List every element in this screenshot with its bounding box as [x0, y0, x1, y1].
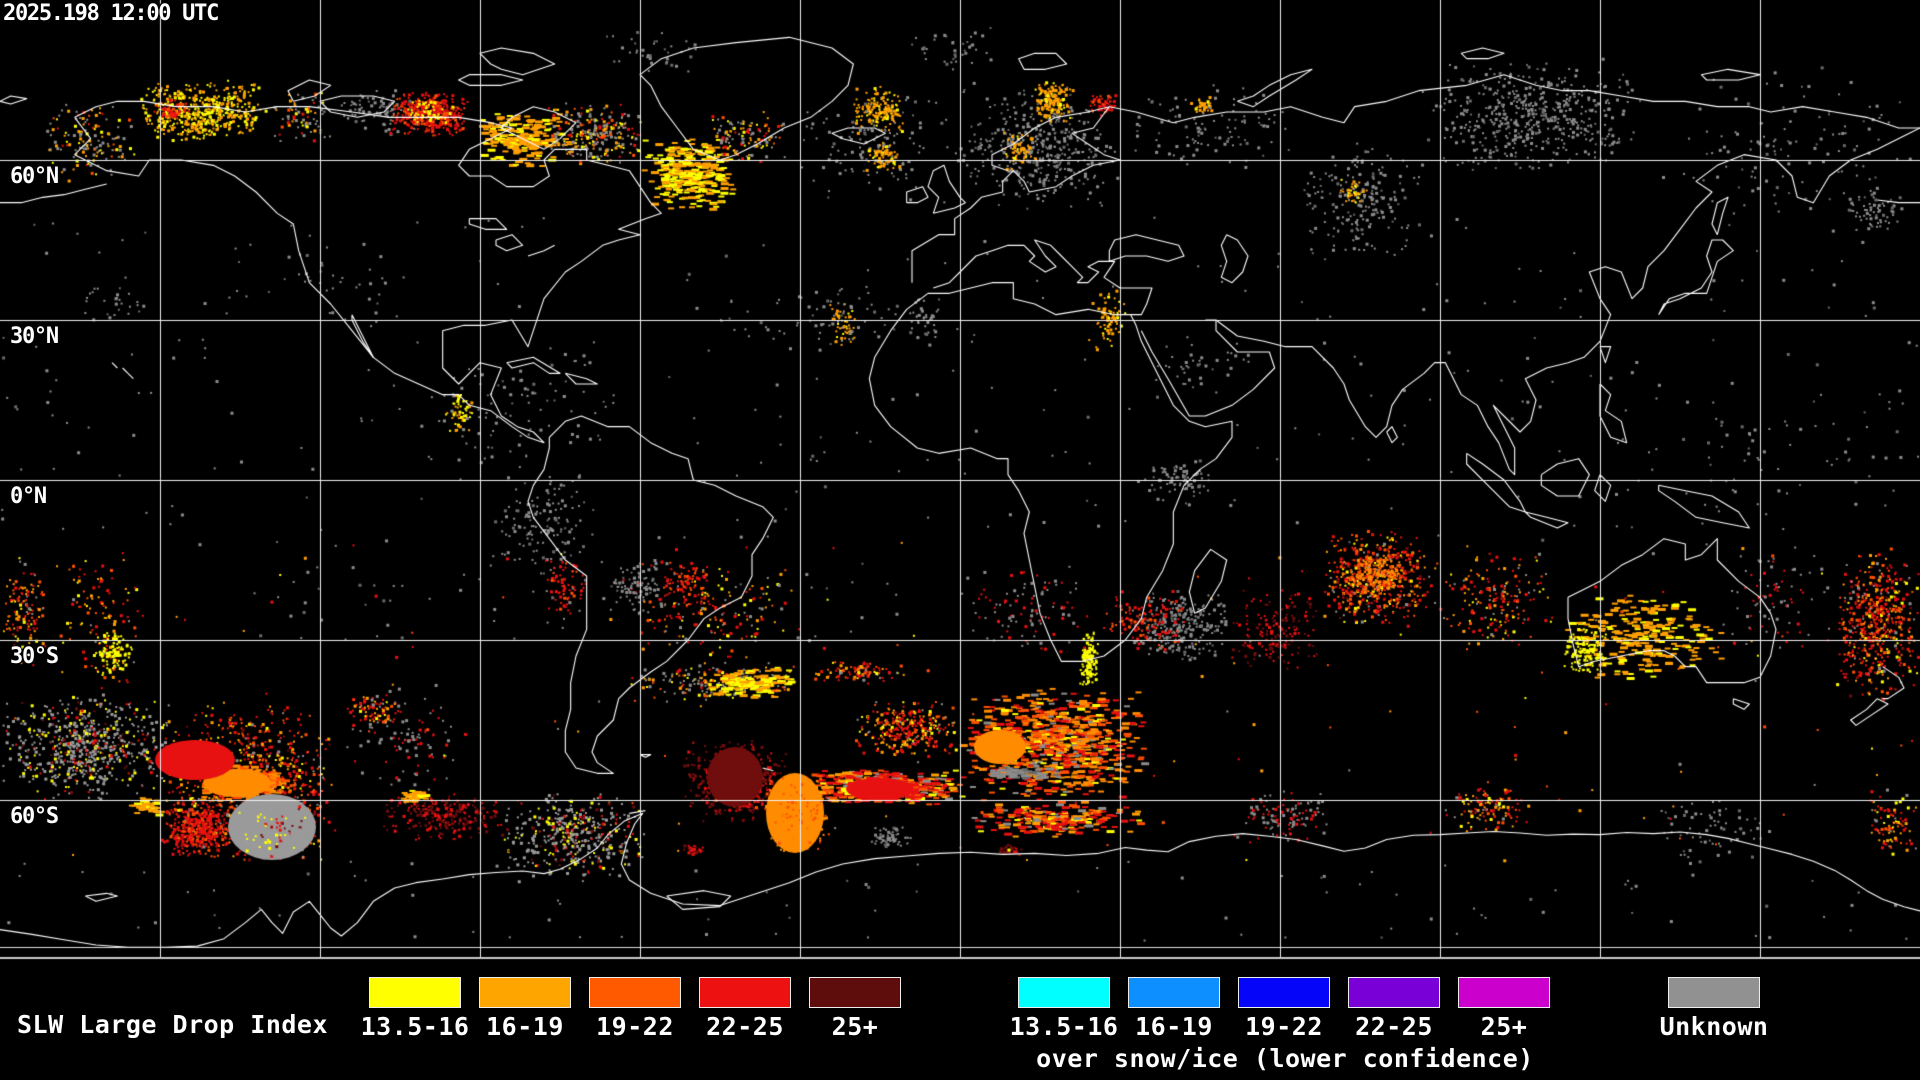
legend-swatch-ldi-3: [699, 977, 791, 1008]
legend-label-ldi-4: 25+: [831, 1012, 879, 1041]
timestamp-label: 2025.198 12:00 UTC: [3, 1, 219, 26]
legend-swatch-snow-3: [1348, 977, 1440, 1008]
legend-swatch-snow-2: [1238, 977, 1330, 1008]
legend-label-snow-2: 19-22: [1245, 1012, 1323, 1041]
latitude-label: 30°N: [10, 324, 59, 349]
legend-swatch-unknown-0: [1668, 977, 1760, 1008]
legend-label-ldi-1: 16-19: [486, 1012, 564, 1041]
legend-label-snow-1: 16-19: [1135, 1012, 1213, 1041]
legend-label-ldi-0: 13.5-16: [360, 1012, 470, 1041]
legend: SLW Large Drop Index over snow/ice (lowe…: [0, 960, 1920, 1080]
legend-swatch-ldi-2: [589, 977, 681, 1008]
legend-swatch-ldi-1: [479, 977, 571, 1008]
latitude-label: 30°S: [10, 644, 59, 669]
legend-swatch-snow-1: [1128, 977, 1220, 1008]
legend-label-snow-4: 25+: [1480, 1012, 1528, 1041]
legend-label-ldi-2: 19-22: [596, 1012, 674, 1041]
legend-swatch-snow-0: [1018, 977, 1110, 1008]
legend-label-snow-3: 22-25: [1355, 1012, 1433, 1041]
legend-swatch-ldi-4: [809, 977, 901, 1008]
latitude-label: 0°N: [10, 484, 47, 509]
world-map-canvas: [0, 0, 1920, 960]
legend-swatch-snow-4: [1458, 977, 1550, 1008]
legend-swatch-ldi-0: [369, 977, 461, 1008]
latitude-label: 60°S: [10, 804, 59, 829]
snow-ice-note: over snow/ice (lower confidence): [1036, 1044, 1534, 1073]
legend-label-unknown-0: Unknown: [1659, 1012, 1769, 1041]
latitude-label: 60°N: [10, 164, 59, 189]
legend-label-snow-0: 13.5-16: [1009, 1012, 1119, 1041]
legend-title: SLW Large Drop Index: [17, 1010, 329, 1039]
legend-label-ldi-3: 22-25: [706, 1012, 784, 1041]
